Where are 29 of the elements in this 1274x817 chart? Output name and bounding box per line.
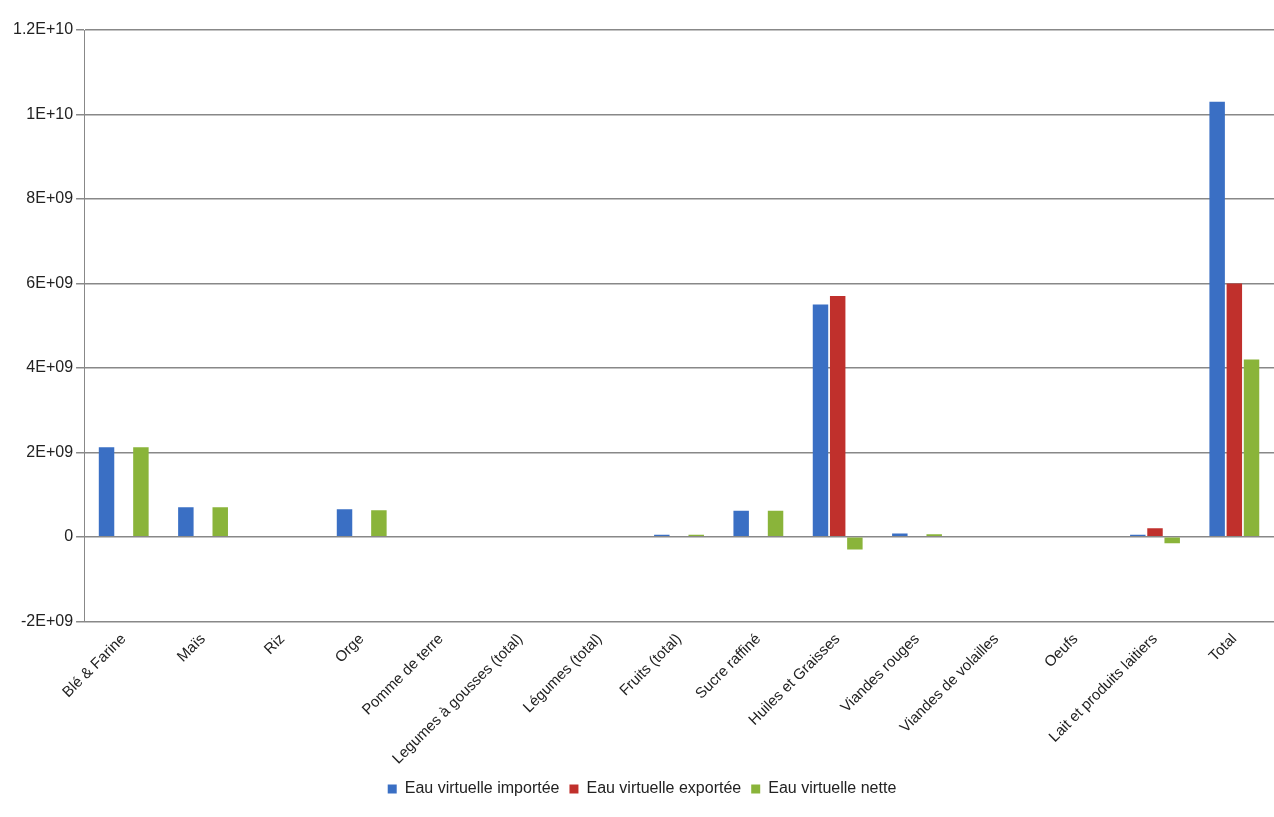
y-tick-label: 6E+09 (26, 273, 74, 291)
legend-label: Eau virtuelle nette (768, 779, 897, 797)
legend-label: Eau virtuelle exportée (586, 779, 742, 797)
legend-label: Eau virtuelle importée (404, 779, 560, 797)
bar (847, 537, 863, 550)
bar (1226, 283, 1243, 537)
bar (733, 510, 749, 537)
bar (767, 510, 784, 537)
bar (812, 304, 829, 537)
bar (892, 533, 908, 537)
y-tick-label: 1E+10 (26, 104, 74, 122)
x-tick-label: Riz (260, 629, 288, 658)
bar (336, 509, 353, 537)
y-tick-label: -2E+09 (21, 611, 74, 629)
y-tick-label: 8E+09 (26, 189, 74, 207)
bar (98, 447, 115, 537)
bar (1243, 359, 1260, 537)
y-tick-label: 4E+09 (26, 358, 74, 376)
bar (1164, 537, 1180, 544)
bar (212, 507, 228, 537)
bar (829, 296, 846, 537)
bar (133, 447, 149, 537)
bar (178, 507, 194, 537)
bar (1147, 528, 1163, 537)
y-tick-label: 1.2E+10 (12, 20, 74, 38)
bar (1209, 101, 1225, 537)
y-tick-label: 2E+09 (26, 442, 74, 460)
y-tick-label: 0 (64, 527, 74, 545)
bar (371, 510, 387, 537)
